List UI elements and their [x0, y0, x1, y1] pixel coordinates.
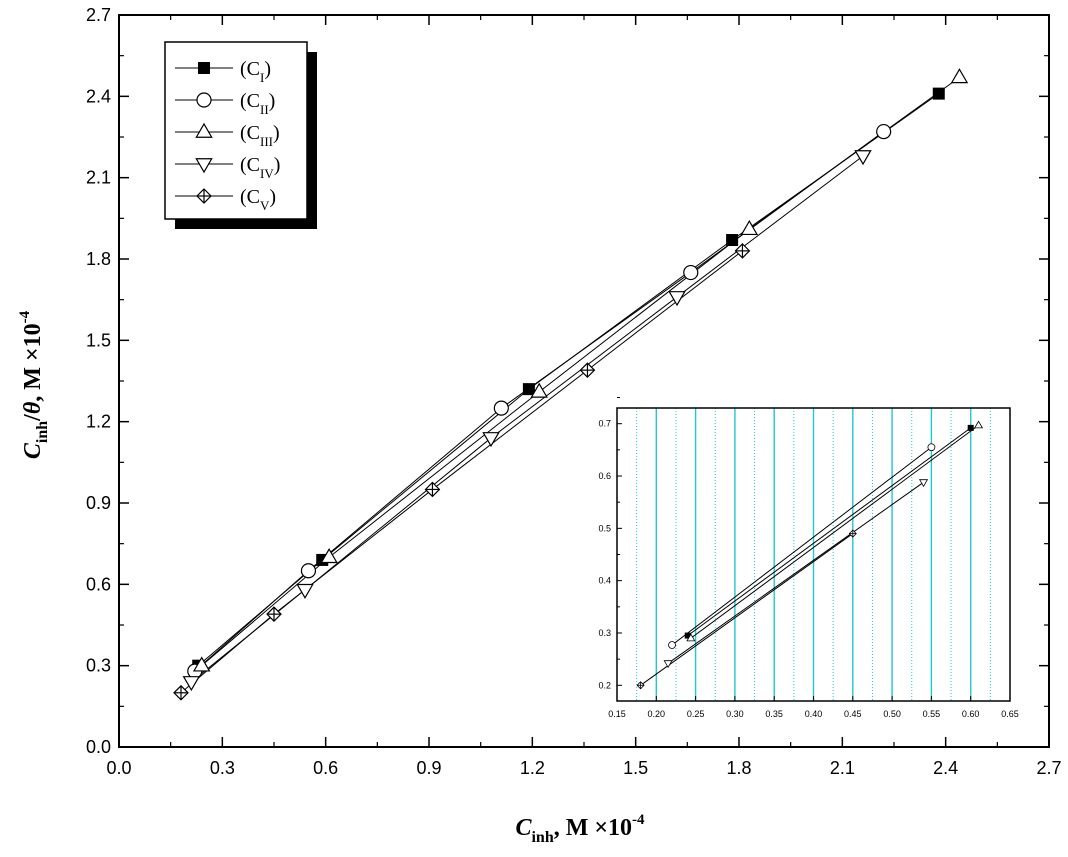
- y-tick-label: 1.5: [86, 330, 111, 350]
- inset-series-line-3: [690, 424, 979, 639]
- y-tick-label: 0.3: [86, 656, 111, 676]
- inset-data-point-series-2: [668, 641, 676, 649]
- legend-label-5: (CV): [240, 186, 276, 213]
- data-point-series-3: [740, 219, 759, 236]
- legend-marker-1: [198, 62, 210, 74]
- data-point-series-4: [854, 150, 872, 166]
- inset-y-tick-label: 0.3: [598, 628, 611, 638]
- x-tick-label: 1.5: [623, 758, 648, 778]
- data-point-series-5: [266, 606, 282, 623]
- data-point-series-1: [522, 383, 535, 396]
- inset-frame: [616, 407, 1011, 702]
- x-tick-label: 1.2: [520, 758, 545, 778]
- y-tick-label: 0.6: [86, 574, 111, 594]
- data-point-series-4: [182, 676, 201, 692]
- data-point-series-4: [296, 583, 314, 600]
- y-tick-label: 1.2: [86, 412, 111, 432]
- data-point-series-5: [579, 362, 596, 379]
- data-point-series-2: [876, 123, 892, 140]
- data-point-series-4: [668, 291, 686, 307]
- inset-data-point-series-2: [927, 443, 936, 452]
- inset-plot: 0.15 0.20 0.25 0.30 0.35 0.40 0.45 0.50 0.55 0.60…: [598, 397, 1019, 719]
- inset-x-tick-label: 0.65: [1001, 709, 1019, 719]
- inset-y-tick-label: 0.5: [598, 523, 611, 533]
- inset-x-tick-label: 0.55: [923, 709, 941, 719]
- x-tick-label: 0.0: [106, 758, 131, 778]
- legend-marker-2: [196, 92, 212, 108]
- inset-data-point-series-1: [684, 632, 691, 639]
- inset-data-point-series-4: [918, 479, 929, 488]
- y-tick-label: 2.4: [86, 86, 111, 106]
- y-tick-label: 2.1: [86, 168, 111, 188]
- x-tick-label: 2.4: [933, 758, 958, 778]
- inset-data-point-series-5: [636, 681, 645, 690]
- data-point-series-5: [173, 684, 189, 701]
- inset-series-line-4: [667, 481, 924, 664]
- x-tick-label: 0.6: [313, 758, 338, 778]
- data-point-series-3: [320, 547, 338, 564]
- inset-series-line-2: [671, 446, 932, 646]
- x-tick-label: 1.8: [726, 758, 751, 778]
- data-point-series-4: [482, 432, 500, 448]
- x-tick-label: 0.9: [416, 758, 441, 778]
- inset-y-tick-label: 0.7: [598, 419, 611, 429]
- y-tick-label: 2.7: [86, 5, 111, 25]
- y-tick-label: 0.0: [86, 737, 111, 757]
- legend-marker-4: [195, 158, 213, 174]
- inset-x-tick-label: 0.30: [726, 709, 744, 719]
- y-tick-label: 1.8: [86, 249, 111, 269]
- inset-x-tick-label: 0.15: [608, 709, 626, 719]
- inset-y-tick-label: 0.4: [598, 576, 611, 586]
- inset-x-tick-label: 0.40: [805, 709, 823, 719]
- legend-label-4: (CIV): [240, 154, 280, 181]
- inset-x-tick-label: 0.35: [765, 709, 783, 719]
- y-axis-title: Cinh/θ, M ×10-4: [17, 310, 51, 459]
- legend-label-1: (CI): [240, 58, 271, 85]
- data-point-series-5: [424, 481, 441, 498]
- inset-series-line-1: [687, 427, 971, 637]
- inset-data-point-series-3: [974, 420, 984, 429]
- inset-x-tick-label: 0.20: [648, 709, 666, 719]
- legend: (CI) (CII) (CIII) (CIV) (CV): [164, 41, 317, 229]
- data-point-series-2: [683, 264, 699, 281]
- data-point-series-2: [300, 563, 317, 579]
- inset-series-line-5: [640, 533, 854, 686]
- legend-box: [164, 41, 308, 220]
- legend-label-3: (CIII): [240, 122, 280, 149]
- data-point-series-2: [493, 400, 509, 416]
- data-point-series-1: [932, 87, 945, 100]
- inset-x-tick-label: 0.25: [687, 709, 705, 719]
- legend-marker-3: [195, 122, 213, 138]
- legend-label-2: (CII): [240, 90, 275, 117]
- inset-data-point-series-5: [848, 529, 857, 538]
- x-tick-label: 2.1: [830, 758, 855, 778]
- inset-data-point-series-1: [967, 424, 974, 431]
- inset-y-tick-label: 0.6: [598, 471, 611, 481]
- inset-data-point-series-3: [686, 633, 696, 642]
- inset-x-tick-label: 0.45: [844, 709, 862, 719]
- inset-x-tick-label: 0.60: [962, 709, 980, 719]
- data-point-series-3: [950, 68, 969, 84]
- legend-marker-5: [196, 188, 212, 204]
- data-point-series-5: [734, 243, 751, 259]
- y-tick-label: 0.9: [86, 493, 111, 513]
- x-tick-label: 2.7: [1036, 758, 1061, 778]
- data-point-series-1: [726, 234, 739, 247]
- x-axis-title: Cinh, M ×10-4: [515, 812, 645, 846]
- data-point-series-3: [192, 656, 211, 672]
- inset-y-tick-label: 0.2: [598, 680, 611, 690]
- inset-x-tick-label: 0.50: [883, 709, 901, 719]
- data-point-series-3: [530, 382, 548, 398]
- x-tick-label: 0.3: [210, 758, 235, 778]
- inset-data-point-series-4: [663, 660, 673, 669]
